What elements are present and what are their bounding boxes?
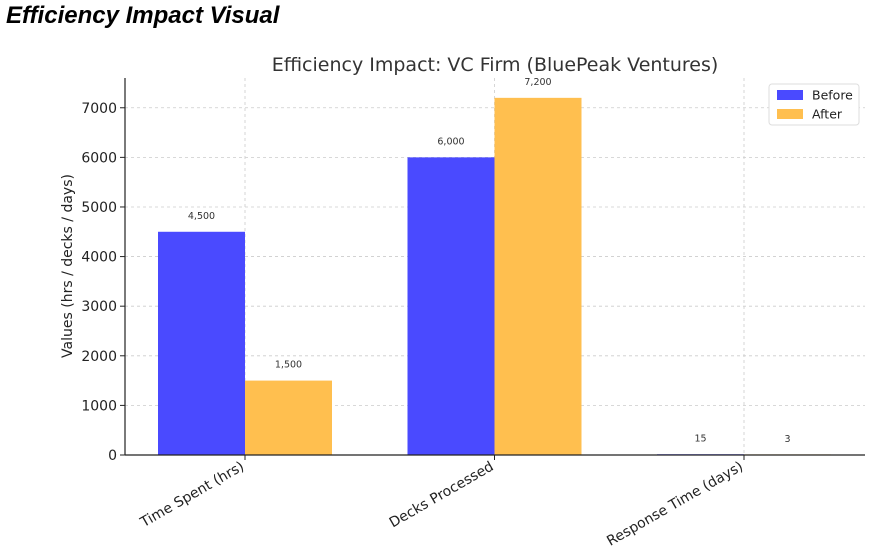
data-label: 7,200: [524, 77, 551, 88]
data-labels: 4,500 6,000 15 1,500 7,200 3: [188, 77, 791, 445]
legend: Before After: [768, 83, 860, 126]
x-category-label: Response Time (days): [604, 459, 746, 550]
data-label: 3: [784, 434, 790, 445]
y-tick-label: 1000: [81, 398, 117, 414]
bar-after-1: [245, 380, 332, 455]
bar-before-2: [407, 157, 495, 456]
legend-swatch-before: [777, 90, 803, 100]
bar-before-1: [158, 231, 245, 455]
y-tick-label: 0: [108, 448, 117, 464]
legend-label-before: Before: [812, 88, 853, 103]
data-label: 15: [694, 433, 706, 444]
y-axis-label: Values (hrs / decks / days): [60, 174, 76, 358]
data-label: 4,500: [188, 211, 215, 222]
y-tick-label: 4000: [81, 250, 117, 266]
legend-label-after: After: [812, 107, 843, 122]
y-tick-label: 6000: [81, 150, 117, 166]
chart-title: Efficiency Impact: VC Firm (BluePeak Ven…: [272, 54, 719, 76]
y-tick-label: 5000: [81, 200, 117, 216]
data-label: 1,500: [275, 360, 302, 371]
y-tick-label: 7000: [81, 101, 117, 117]
x-category-label: Time Spent (hrs): [137, 459, 247, 532]
y-tick-label: 2000: [81, 349, 117, 365]
page-heading: Efficiency Impact Visual: [6, 2, 280, 29]
x-category-label: Decks Processed: [387, 459, 497, 532]
bar-after-2: [494, 97, 582, 455]
legend-swatch-after: [777, 109, 803, 119]
y-tick-label: 3000: [81, 299, 117, 315]
data-label: 6,000: [437, 136, 464, 147]
bars: [158, 97, 831, 456]
